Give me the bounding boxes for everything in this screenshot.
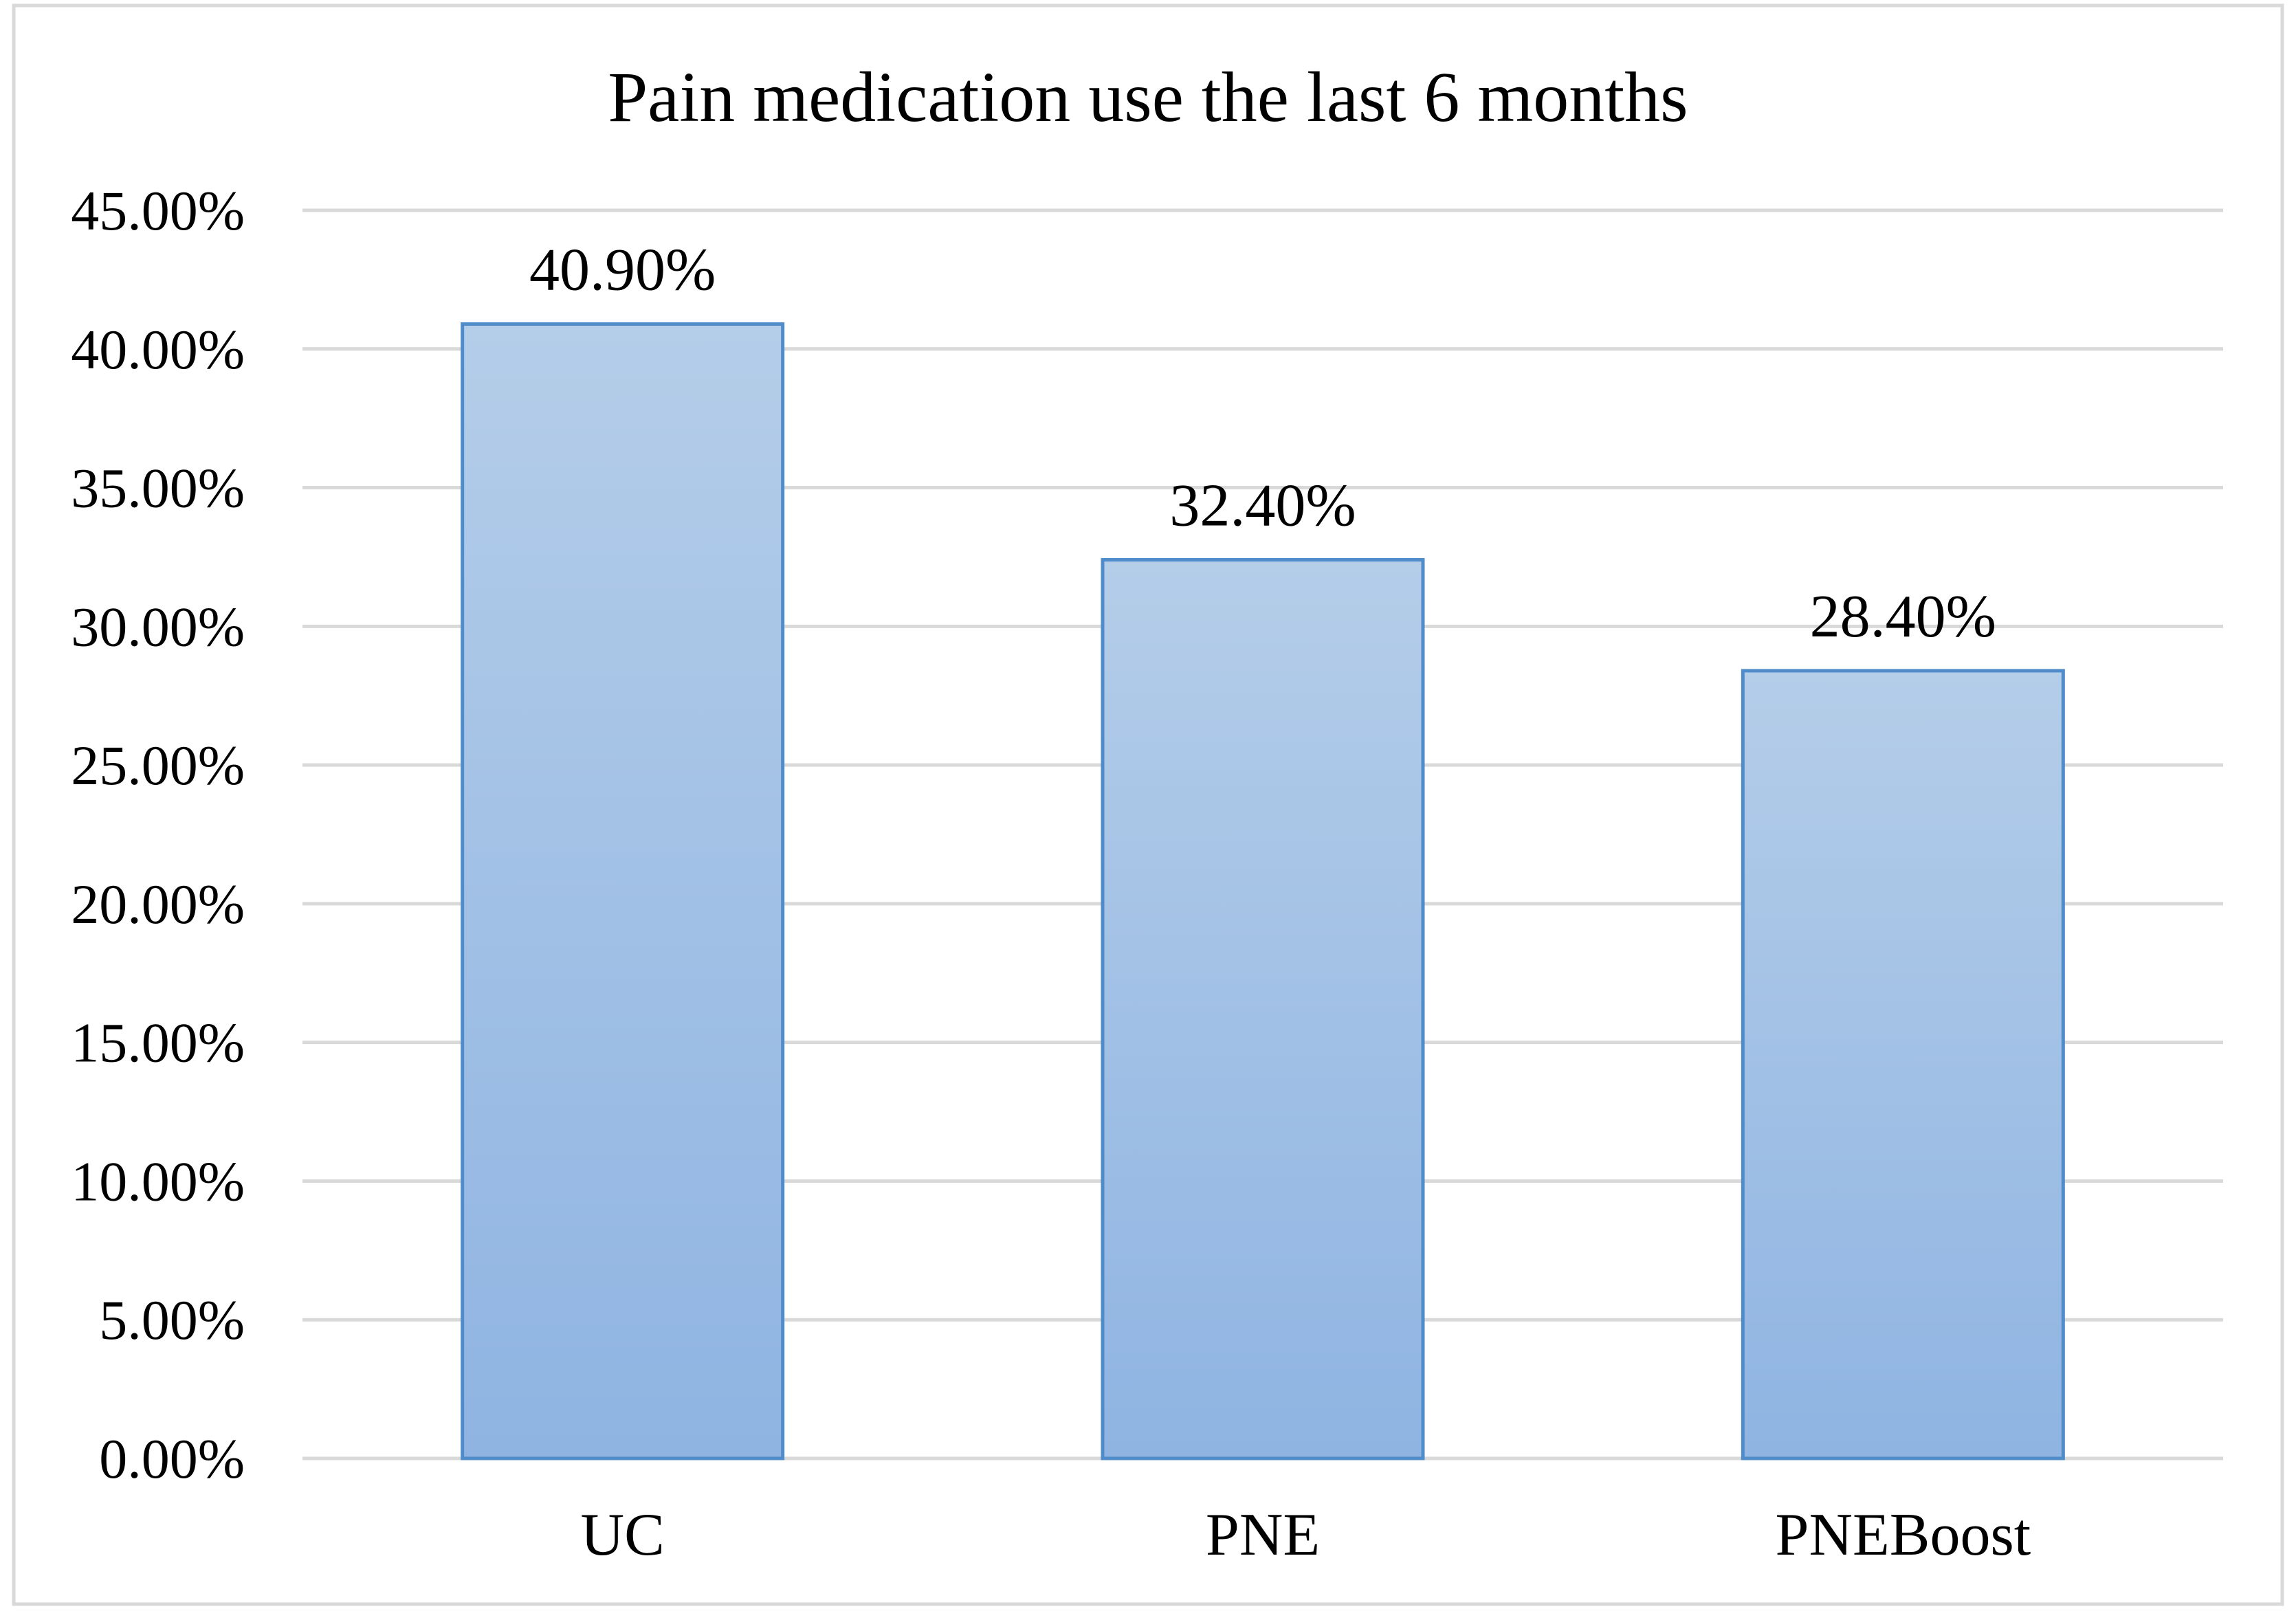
data-label-uc: 40.90%	[529, 236, 716, 303]
y-tick-label: 15.00%	[71, 1012, 245, 1074]
bar-pneboost	[1741, 669, 2065, 1460]
data-label-pne: 32.40%	[1169, 472, 1356, 539]
x-tick-label-uc: UC	[581, 1502, 665, 1568]
x-tick-label-pne: PNE	[1206, 1502, 1320, 1568]
y-tick-label: 30.00%	[71, 595, 245, 658]
y-tick-label: 20.00%	[71, 873, 245, 935]
bars	[461, 322, 2065, 1460]
chart-title: Pain medication use the last 6 months	[608, 58, 1688, 137]
y-tick-label: 45.00%	[71, 179, 245, 242]
y-tick-label: 0.00%	[99, 1427, 245, 1490]
bar-uc	[461, 322, 785, 1460]
y-tick-label: 10.00%	[71, 1150, 245, 1212]
data-labels: 40.90% 32.40% 28.40%	[529, 236, 1996, 649]
x-tick-label-pneboost: PNEBoost	[1776, 1502, 2031, 1568]
y-tick-label: 5.00%	[99, 1289, 245, 1351]
y-tick-label: 40.00%	[71, 318, 245, 381]
y-tick-label: 25.00%	[71, 734, 245, 797]
x-axis-category-labels: UC PNE PNEBoost	[581, 1502, 2031, 1568]
bar-pne	[1101, 557, 1425, 1460]
y-axis-tick-labels: 0.00% 5.00% 10.00% 15.00% 20.00% 25.00% 30.00%…	[71, 179, 245, 1490]
y-tick-label: 35.00%	[71, 457, 245, 520]
data-label-pneboost: 28.40%	[1810, 584, 1996, 650]
